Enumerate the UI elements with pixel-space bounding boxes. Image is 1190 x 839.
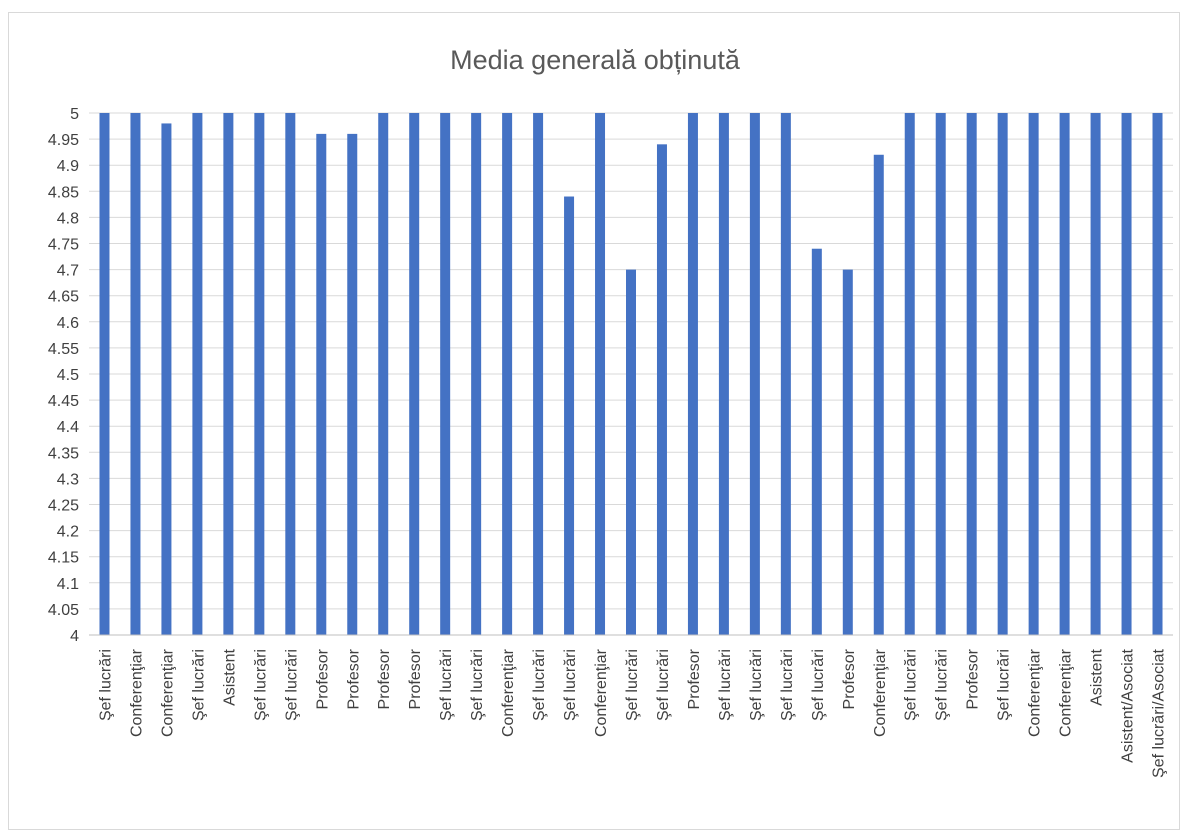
bar bbox=[1152, 113, 1163, 635]
bar bbox=[99, 113, 110, 635]
bar bbox=[1090, 113, 1101, 635]
bar bbox=[749, 113, 760, 635]
y-tick-label: 4.65 bbox=[48, 289, 79, 306]
bar-chart: Media generală obținută 44.054.14.154.24… bbox=[48, 45, 1173, 778]
bar bbox=[347, 133, 358, 635]
x-category-label: Conferenţiar bbox=[128, 648, 145, 737]
y-tick-label: 4.9 bbox=[57, 158, 79, 175]
x-category-label: Şef lucrări bbox=[934, 649, 951, 721]
bar bbox=[316, 133, 327, 635]
bar bbox=[873, 154, 884, 635]
bar bbox=[130, 113, 141, 635]
y-tick-label: 4.7 bbox=[57, 263, 79, 280]
x-category-label: Profesor bbox=[841, 648, 858, 709]
x-category-label: Profesor bbox=[686, 648, 703, 709]
y-tick-label: 4.5 bbox=[57, 367, 79, 384]
bar bbox=[1121, 113, 1132, 635]
bar bbox=[966, 113, 977, 635]
x-category-label: Şef lucrări bbox=[190, 649, 207, 721]
x-category-label: Conferenţiar bbox=[872, 648, 889, 737]
y-tick-label: 4.4 bbox=[57, 419, 79, 436]
bar bbox=[161, 123, 172, 635]
x-category-label: Şef lucrări bbox=[438, 649, 455, 721]
x-category-label: Profesor bbox=[376, 648, 393, 709]
bar bbox=[904, 113, 915, 635]
bar bbox=[811, 248, 822, 635]
x-category-label: Şef lucrări bbox=[810, 649, 827, 721]
y-tick-label: 4.45 bbox=[48, 393, 79, 410]
bar bbox=[502, 113, 513, 635]
bar bbox=[192, 113, 203, 635]
bar bbox=[471, 113, 482, 635]
y-tick-label: 4.25 bbox=[48, 498, 79, 515]
x-category-label: Profesor bbox=[407, 648, 424, 709]
bar bbox=[1059, 113, 1070, 635]
x-category-label: Conferenţiar bbox=[1027, 648, 1044, 737]
x-category-label: Şef lucrări bbox=[469, 649, 486, 721]
y-tick-label: 4.8 bbox=[57, 210, 79, 227]
x-category-label: Asistent/Asociat bbox=[1120, 648, 1137, 762]
y-tick-label: 4.55 bbox=[48, 341, 79, 358]
x-category-label: Conferenţiar bbox=[159, 648, 176, 737]
x-category-label: Şef lucrări bbox=[624, 649, 641, 721]
x-category-label: Şef lucrări bbox=[996, 649, 1013, 721]
y-tick-label: 4.6 bbox=[57, 315, 79, 332]
x-category-label: Conferenţiar bbox=[593, 648, 610, 737]
y-tick-label: 4.35 bbox=[48, 445, 79, 462]
x-category-label: Şef lucrări bbox=[903, 649, 920, 721]
y-tick-label: 5 bbox=[70, 106, 79, 123]
bar bbox=[285, 113, 296, 635]
y-tick-label: 4.05 bbox=[48, 602, 79, 619]
bar bbox=[595, 113, 606, 635]
x-category-label: Profesor bbox=[314, 648, 331, 709]
bar bbox=[254, 113, 265, 635]
bar bbox=[718, 113, 729, 635]
x-category-label: Şef lucrări bbox=[97, 649, 114, 721]
x-category-label: Asistent bbox=[1089, 648, 1106, 705]
y-tick-label: 4.15 bbox=[48, 550, 79, 567]
y-axis-tick-labels: 4 4.05 4.1 4.15 4.2 4.25 4.3 4.35 4.4 4.45 4.5 4.55… bbox=[48, 106, 79, 645]
bar bbox=[409, 113, 420, 635]
y-tick-label: 4.75 bbox=[48, 237, 79, 254]
x-category-label: Profesor bbox=[345, 648, 362, 709]
bar bbox=[935, 113, 946, 635]
chart-frame: Media generală obținută 4 4.05 4.1 4.15 4.2 4… bbox=[8, 12, 1180, 830]
x-category-label: Profesor bbox=[965, 648, 982, 709]
bars bbox=[99, 113, 1163, 635]
x-category-label: Şef lucrări bbox=[252, 649, 269, 721]
y-tick-label: 4.1 bbox=[57, 576, 79, 593]
bar bbox=[997, 113, 1008, 635]
x-category-label: Şef lucrări bbox=[717, 649, 734, 721]
bar bbox=[842, 269, 853, 635]
chart-title: Media generală obținută bbox=[450, 45, 741, 75]
x-category-label: Şef lucrări/Asociat bbox=[1151, 648, 1168, 777]
y-tick-label: 4.85 bbox=[48, 184, 79, 201]
y-tick-label: 4.2 bbox=[57, 524, 79, 541]
bar bbox=[687, 113, 698, 635]
x-category-label: Şef lucrări bbox=[562, 649, 579, 721]
x-category-label: Şef lucrări bbox=[748, 649, 765, 721]
y-tick-label: 4 bbox=[70, 628, 79, 645]
bar bbox=[626, 269, 636, 635]
y-tick-label: 4.95 bbox=[48, 132, 79, 149]
bar bbox=[223, 113, 234, 635]
x-category-label: Şef lucrări bbox=[283, 649, 300, 721]
x-category-label: Şef lucrări bbox=[531, 649, 548, 721]
bar bbox=[656, 144, 667, 635]
bar bbox=[564, 196, 575, 635]
y-tick-label: 4.3 bbox=[57, 471, 79, 488]
x-axis-category-labels: Şef lucrări Conferenţiar Conferenţiar Şef l… bbox=[97, 648, 1167, 778]
bar bbox=[440, 113, 451, 635]
bar bbox=[1028, 113, 1039, 635]
x-category-label: Asistent bbox=[221, 648, 238, 705]
bar bbox=[780, 113, 791, 635]
x-category-label: Conferenţiar bbox=[1058, 648, 1075, 737]
x-category-label: Şef lucrări bbox=[655, 649, 672, 721]
x-category-label: Conferenţiar bbox=[500, 648, 517, 737]
bar bbox=[378, 113, 389, 635]
x-category-label: Şef lucrări bbox=[779, 649, 796, 721]
bar bbox=[533, 113, 544, 635]
